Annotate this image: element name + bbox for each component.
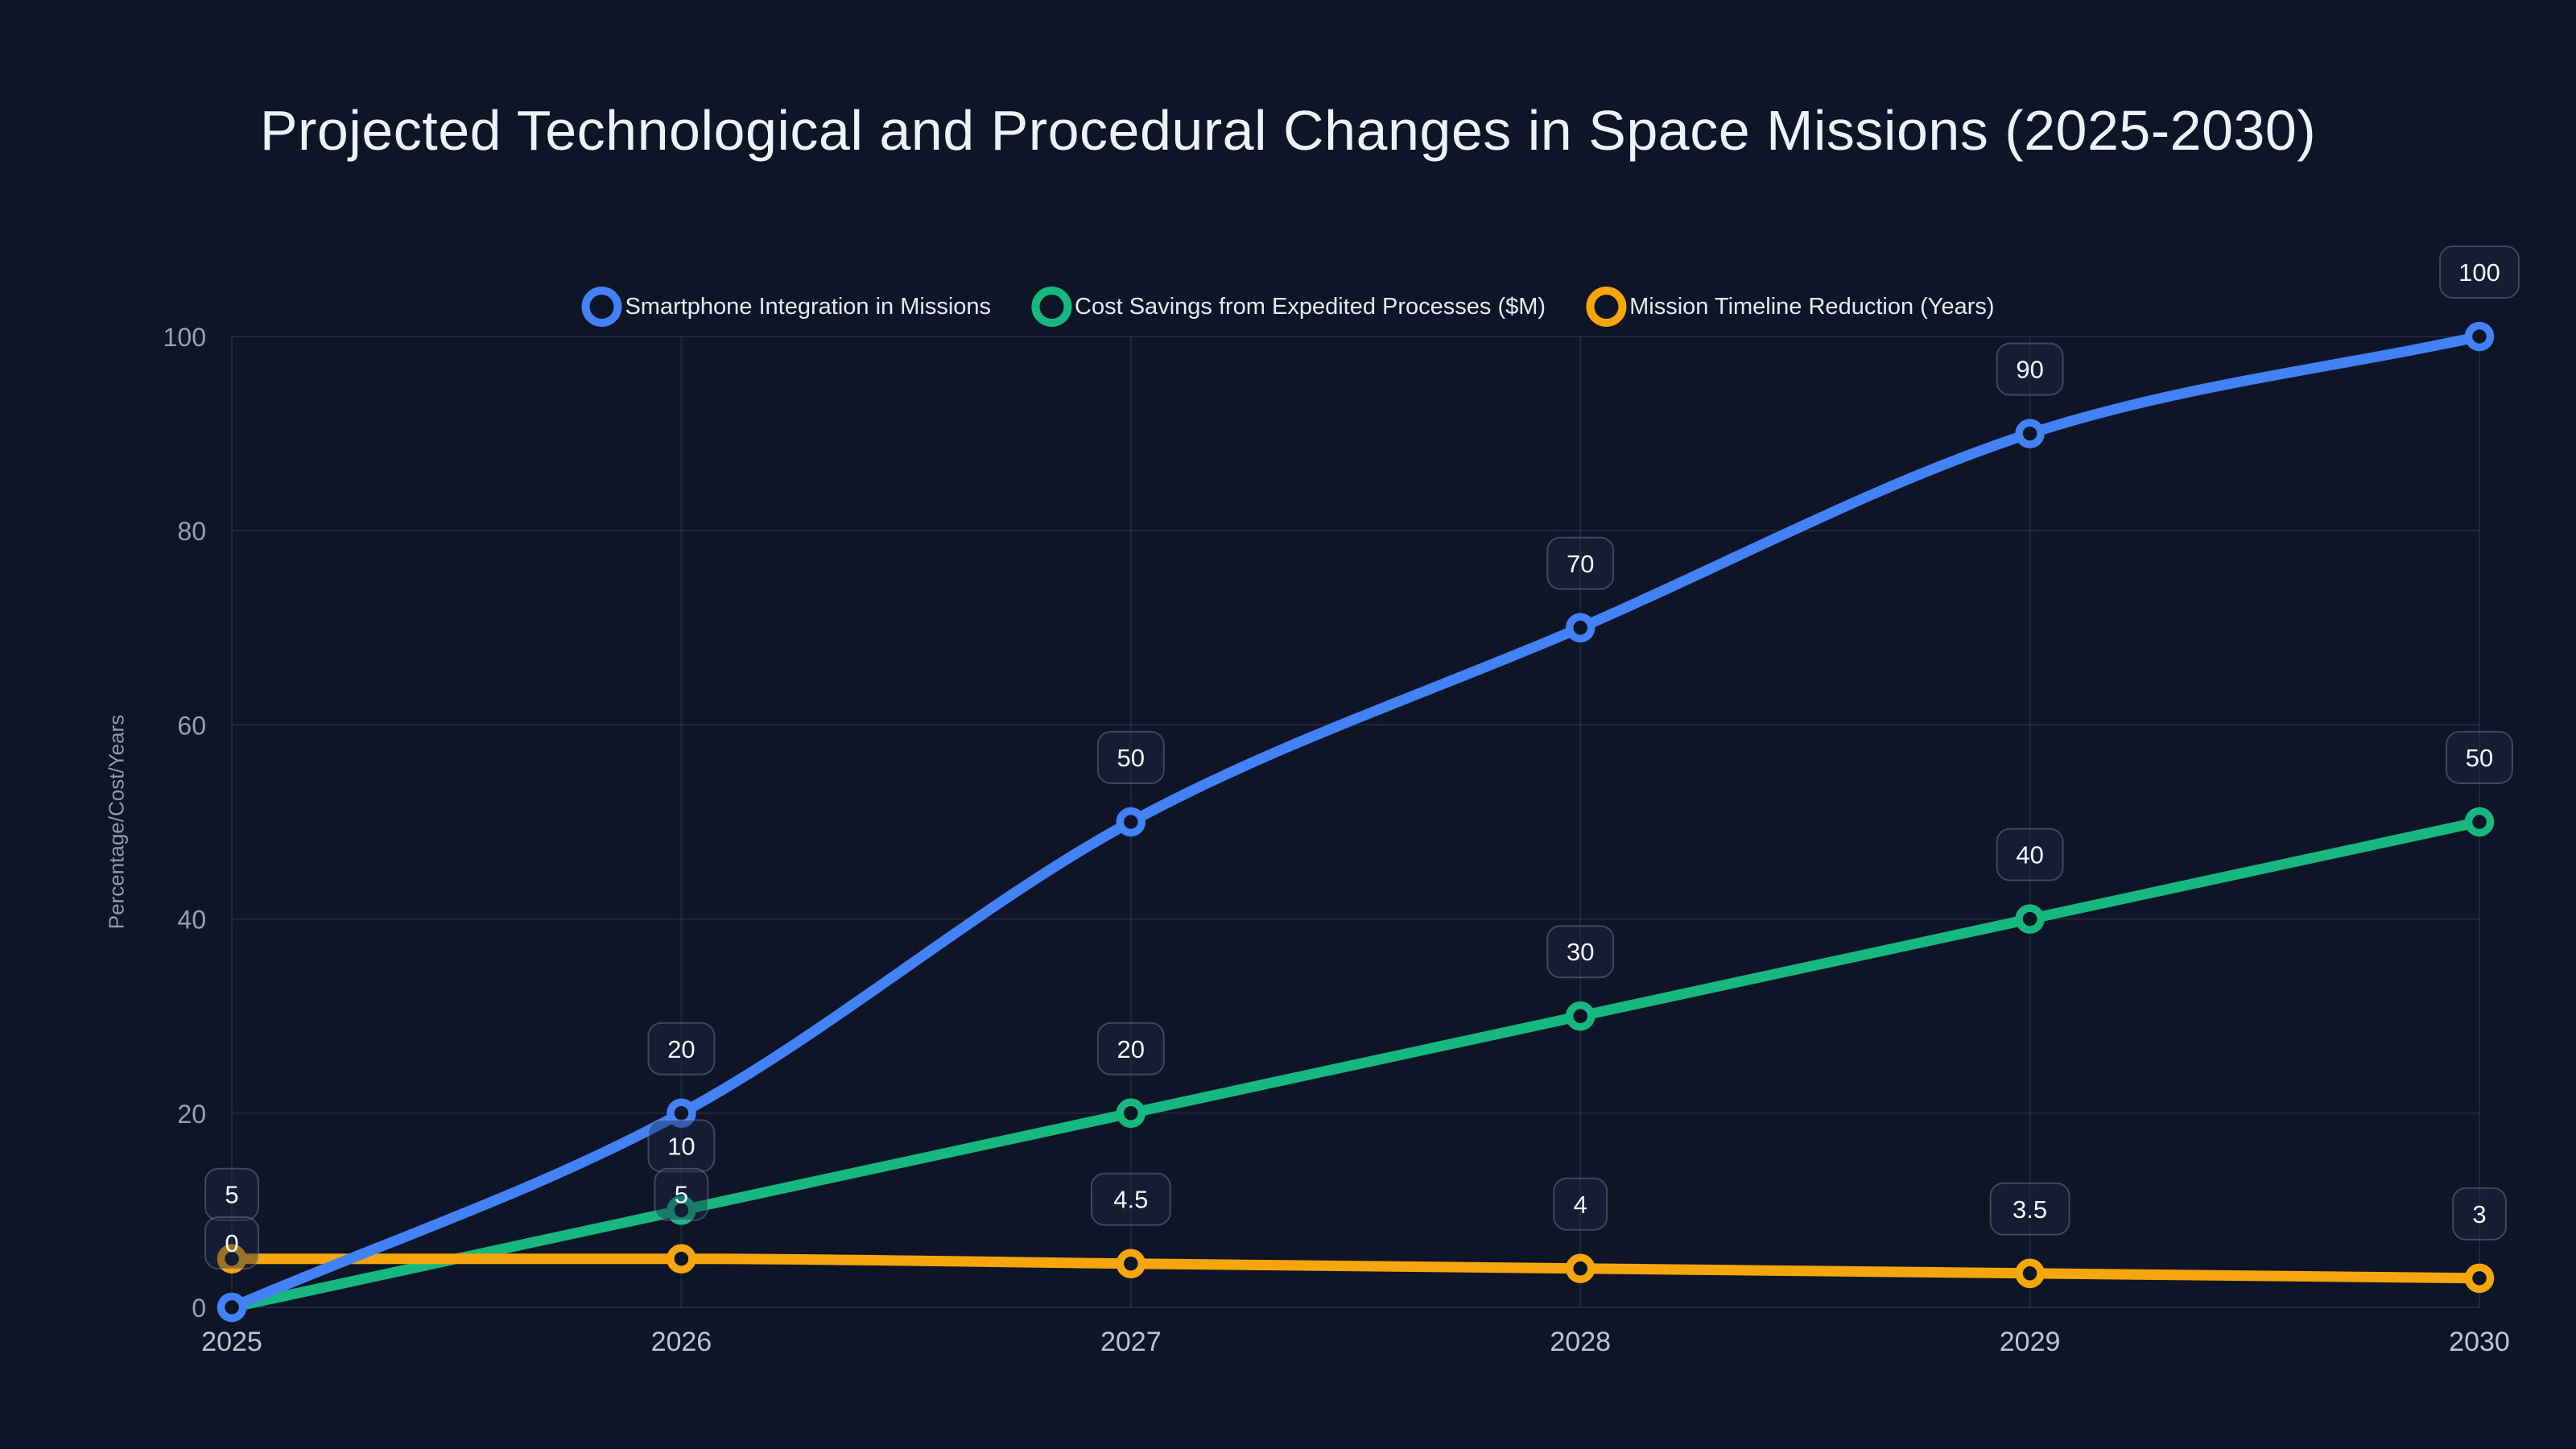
legend-item-timeline-reduction[interactable]: Mission Timeline Reduction (Years) xyxy=(1586,287,1995,327)
data-label-smartphone-integration-2028: 70 xyxy=(1546,536,1615,590)
svg-text:20: 20 xyxy=(1117,1035,1145,1063)
data-label-cost-savings-2026: 10 xyxy=(647,1119,716,1173)
svg-text:40: 40 xyxy=(2016,841,2043,869)
chart-legend: Smartphone Integration in Missions Cost … xyxy=(581,287,1995,327)
x-tick-label-2027: 2027 xyxy=(1100,1327,1162,1357)
data-point-timeline-reduction-2028[interactable] xyxy=(1565,1253,1596,1284)
data-label-cost-savings-2028: 30 xyxy=(1546,925,1615,979)
data-label-cost-savings-2029: 40 xyxy=(1996,828,2064,881)
y-tick-label-0: 0 xyxy=(192,1294,206,1323)
y-tick-label-40: 40 xyxy=(177,906,206,935)
legend-item-label: Cost Savings from Expedited Processes ($… xyxy=(1075,293,1546,320)
legend-marker-circle-icon xyxy=(1586,287,1627,327)
svg-text:50: 50 xyxy=(2466,744,2493,772)
data-point-smartphone-integration-2026[interactable] xyxy=(667,1098,696,1129)
svg-text:5: 5 xyxy=(675,1181,688,1209)
chart-title: Projected Technological and Procedural C… xyxy=(259,99,2317,162)
data-point-cost-savings-2028[interactable] xyxy=(1565,1001,1596,1031)
data-point-timeline-reduction-2027[interactable] xyxy=(1116,1249,1146,1278)
x-tick-label-2028: 2028 xyxy=(1550,1327,1611,1357)
x-tick-label-2030: 2030 xyxy=(2449,1327,2510,1357)
legend-item-smartphone-integration[interactable]: Smartphone Integration in Missions xyxy=(581,287,991,327)
data-label-timeline-reduction-2026: 5 xyxy=(654,1167,709,1221)
data-label-smartphone-integration-2027: 50 xyxy=(1096,731,1165,784)
data-label-timeline-reduction-2030: 3 xyxy=(2452,1187,2507,1241)
data-label-smartphone-integration-2026: 20 xyxy=(647,1022,716,1075)
data-point-smartphone-integration-2028[interactable] xyxy=(1565,613,1596,643)
data-point-timeline-reduction-2025[interactable] xyxy=(217,1244,247,1274)
svg-text:3: 3 xyxy=(2472,1200,2486,1228)
x-tick-label-2029: 2029 xyxy=(2000,1327,2061,1357)
data-point-cost-savings-2026[interactable] xyxy=(667,1195,696,1225)
svg-text:3.5: 3.5 xyxy=(2013,1195,2047,1224)
svg-text:50: 50 xyxy=(1117,744,1145,772)
data-label-cost-savings-2030: 50 xyxy=(2446,731,2513,784)
series-line-cost-savings xyxy=(226,816,2485,1313)
svg-text:30: 30 xyxy=(1567,938,1594,966)
legend-item-cost-savings[interactable]: Cost Savings from Expedited Processes ($… xyxy=(1031,287,1546,327)
svg-text:4.5: 4.5 xyxy=(1113,1186,1148,1214)
legend-item-label: Mission Timeline Reduction (Years) xyxy=(1629,293,1995,320)
series-line-smartphone-integration xyxy=(226,331,2485,1313)
y-tick-label-80: 80 xyxy=(177,517,206,546)
legend-marker-circle-icon xyxy=(581,287,622,327)
data-label-smartphone-integration-2029: 90 xyxy=(1996,342,2064,396)
y-tick-label-100: 100 xyxy=(163,323,206,352)
data-point-timeline-reduction-2026[interactable] xyxy=(667,1244,696,1274)
data-label-timeline-reduction-2028: 4 xyxy=(1553,1177,1608,1231)
series-line-timeline-reduction xyxy=(226,1253,2485,1284)
x-tick-label-2026: 2026 xyxy=(651,1327,712,1357)
data-label-cost-savings-2027: 20 xyxy=(1096,1022,1165,1075)
y-tick-label-20: 20 xyxy=(177,1100,206,1129)
svg-text:100: 100 xyxy=(2458,258,2500,287)
x-tick-label-2025: 2025 xyxy=(201,1327,262,1357)
y-tick-label-60: 60 xyxy=(177,711,206,740)
data-point-smartphone-integration-2025[interactable] xyxy=(217,1292,247,1323)
data-point-timeline-reduction-2030[interactable] xyxy=(2464,1263,2495,1294)
svg-text:20: 20 xyxy=(667,1035,695,1063)
data-point-smartphone-integration-2030[interactable] xyxy=(2464,321,2495,352)
data-point-cost-savings-2029[interactable] xyxy=(2015,904,2045,934)
data-point-cost-savings-2027[interactable] xyxy=(1116,1098,1146,1129)
data-point-timeline-reduction-2029[interactable] xyxy=(2015,1258,2045,1289)
data-label-timeline-reduction-2027: 4.5 xyxy=(1090,1172,1171,1226)
data-point-smartphone-integration-2029[interactable] xyxy=(2015,419,2045,448)
svg-text:70: 70 xyxy=(1567,550,1594,578)
data-label-smartphone-integration-2025: 0 xyxy=(204,1216,259,1269)
legend-item-label: Smartphone Integration in Missions xyxy=(625,293,992,320)
legend-marker-circle-icon xyxy=(1031,287,1072,327)
svg-text:90: 90 xyxy=(2016,356,2043,384)
svg-text:4: 4 xyxy=(1574,1191,1587,1219)
data-point-cost-savings-2030[interactable] xyxy=(2464,807,2495,837)
svg-text:5: 5 xyxy=(225,1181,238,1209)
data-point-smartphone-integration-2027[interactable] xyxy=(1116,807,1146,837)
data-label-timeline-reduction-2029: 3.5 xyxy=(1989,1182,2070,1236)
data-label-smartphone-integration-2030: 100 xyxy=(2439,246,2520,299)
svg-text:0: 0 xyxy=(225,1229,238,1257)
svg-text:10: 10 xyxy=(667,1132,695,1160)
data-label-timeline-reduction-2025: 5 xyxy=(204,1167,259,1221)
